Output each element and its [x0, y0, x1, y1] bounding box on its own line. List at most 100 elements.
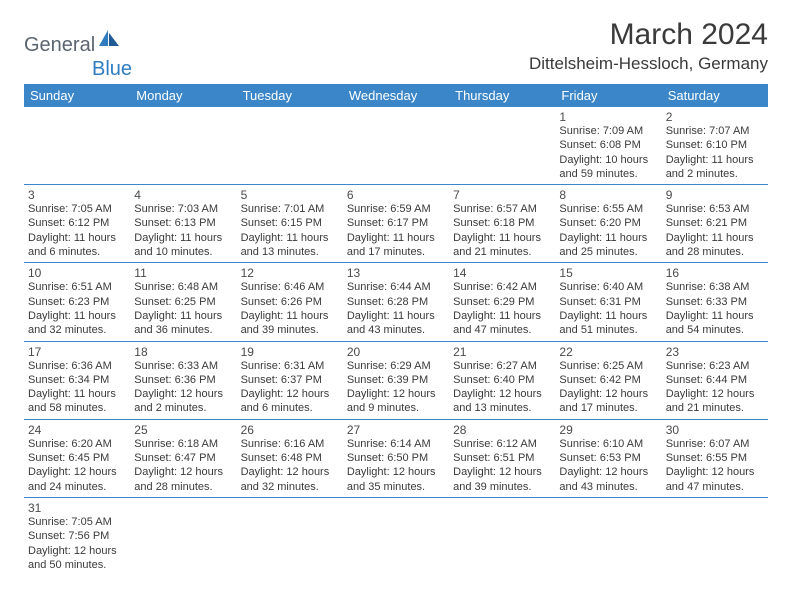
logo-text-general: General — [24, 34, 95, 57]
day-details: Sunrise: 7:03 AMSunset: 6:13 PMDaylight:… — [134, 202, 232, 259]
calendar-cell: 14Sunrise: 6:42 AMSunset: 6:29 PMDayligh… — [449, 263, 555, 341]
calendar-cell: 26Sunrise: 6:16 AMSunset: 6:48 PMDayligh… — [237, 419, 343, 497]
dayname-row: Sunday Monday Tuesday Wednesday Thursday… — [24, 84, 768, 107]
day-details: Sunrise: 6:33 AMSunset: 6:36 PMDaylight:… — [134, 359, 232, 416]
calendar-cell: 18Sunrise: 6:33 AMSunset: 6:36 PMDayligh… — [130, 341, 236, 419]
calendar-cell: 10Sunrise: 6:51 AMSunset: 6:23 PMDayligh… — [24, 263, 130, 341]
day-details: Sunrise: 6:18 AMSunset: 6:47 PMDaylight:… — [134, 437, 232, 494]
calendar-cell: 16Sunrise: 6:38 AMSunset: 6:33 PMDayligh… — [662, 263, 768, 341]
day-number: 11 — [134, 266, 232, 280]
day-number: 3 — [28, 188, 126, 202]
day-details: Sunrise: 6:51 AMSunset: 6:23 PMDaylight:… — [28, 280, 126, 337]
calendar-row: 31Sunrise: 7:05 AMSunset: 7:56 PMDayligh… — [24, 497, 768, 575]
day-details: Sunrise: 6:23 AMSunset: 6:44 PMDaylight:… — [666, 359, 764, 416]
day-details: Sunrise: 6:42 AMSunset: 6:29 PMDaylight:… — [453, 280, 551, 337]
calendar-cell: 13Sunrise: 6:44 AMSunset: 6:28 PMDayligh… — [343, 263, 449, 341]
month-title: March 2024 — [529, 18, 768, 52]
day-number: 16 — [666, 266, 764, 280]
logo: General — [24, 30, 121, 57]
calendar-cell: 7Sunrise: 6:57 AMSunset: 6:18 PMDaylight… — [449, 185, 555, 263]
day-details: Sunrise: 6:40 AMSunset: 6:31 PMDaylight:… — [559, 280, 657, 337]
day-number: 8 — [559, 188, 657, 202]
calendar-cell: 11Sunrise: 6:48 AMSunset: 6:25 PMDayligh… — [130, 263, 236, 341]
day-details: Sunrise: 7:09 AMSunset: 6:08 PMDaylight:… — [559, 124, 657, 181]
calendar-cell: 24Sunrise: 6:20 AMSunset: 6:45 PMDayligh… — [24, 419, 130, 497]
day-number: 19 — [241, 345, 339, 359]
day-number: 2 — [666, 110, 764, 124]
day-number: 7 — [453, 188, 551, 202]
calendar-cell: 2Sunrise: 7:07 AMSunset: 6:10 PMDaylight… — [662, 107, 768, 185]
day-number: 21 — [453, 345, 551, 359]
dayname-monday: Monday — [130, 84, 236, 107]
day-number: 12 — [241, 266, 339, 280]
day-details: Sunrise: 7:01 AMSunset: 6:15 PMDaylight:… — [241, 202, 339, 259]
day-number: 22 — [559, 345, 657, 359]
day-details: Sunrise: 6:20 AMSunset: 6:45 PMDaylight:… — [28, 437, 126, 494]
calendar-row: 1Sunrise: 7:09 AMSunset: 6:08 PMDaylight… — [24, 107, 768, 185]
day-number: 23 — [666, 345, 764, 359]
logo-text-blue: Blue — [92, 58, 132, 80]
header: General March 2024 Dittelsheim-Hessloch,… — [24, 18, 768, 74]
day-details: Sunrise: 6:44 AMSunset: 6:28 PMDaylight:… — [347, 280, 445, 337]
calendar-cell — [130, 497, 236, 575]
day-number: 17 — [28, 345, 126, 359]
day-number: 1 — [559, 110, 657, 124]
calendar-cell — [662, 497, 768, 575]
day-details: Sunrise: 6:29 AMSunset: 6:39 PMDaylight:… — [347, 359, 445, 416]
day-details: Sunrise: 6:38 AMSunset: 6:33 PMDaylight:… — [666, 280, 764, 337]
calendar-cell — [237, 497, 343, 575]
dayname-tuesday: Tuesday — [237, 84, 343, 107]
day-number: 29 — [559, 423, 657, 437]
day-details: Sunrise: 6:16 AMSunset: 6:48 PMDaylight:… — [241, 437, 339, 494]
day-number: 15 — [559, 266, 657, 280]
day-number: 30 — [666, 423, 764, 437]
calendar-cell: 3Sunrise: 7:05 AMSunset: 6:12 PMDaylight… — [24, 185, 130, 263]
calendar-cell: 1Sunrise: 7:09 AMSunset: 6:08 PMDaylight… — [555, 107, 661, 185]
calendar-cell: 27Sunrise: 6:14 AMSunset: 6:50 PMDayligh… — [343, 419, 449, 497]
dayname-saturday: Saturday — [662, 84, 768, 107]
calendar-cell: 22Sunrise: 6:25 AMSunset: 6:42 PMDayligh… — [555, 341, 661, 419]
calendar-cell — [449, 107, 555, 185]
calendar-cell: 28Sunrise: 6:12 AMSunset: 6:51 PMDayligh… — [449, 419, 555, 497]
day-number: 25 — [134, 423, 232, 437]
day-details: Sunrise: 6:14 AMSunset: 6:50 PMDaylight:… — [347, 437, 445, 494]
dayname-wednesday: Wednesday — [343, 84, 449, 107]
calendar-cell — [237, 107, 343, 185]
calendar-cell: 29Sunrise: 6:10 AMSunset: 6:53 PMDayligh… — [555, 419, 661, 497]
day-number: 20 — [347, 345, 445, 359]
calendar-cell: 6Sunrise: 6:59 AMSunset: 6:17 PMDaylight… — [343, 185, 449, 263]
day-details: Sunrise: 6:27 AMSunset: 6:40 PMDaylight:… — [453, 359, 551, 416]
day-details: Sunrise: 7:05 AMSunset: 7:56 PMDaylight:… — [28, 515, 126, 572]
calendar-cell: 9Sunrise: 6:53 AMSunset: 6:21 PMDaylight… — [662, 185, 768, 263]
calendar-row: 3Sunrise: 7:05 AMSunset: 6:12 PMDaylight… — [24, 185, 768, 263]
calendar-row: 24Sunrise: 6:20 AMSunset: 6:45 PMDayligh… — [24, 419, 768, 497]
day-details: Sunrise: 6:10 AMSunset: 6:53 PMDaylight:… — [559, 437, 657, 494]
location: Dittelsheim-Hessloch, Germany — [529, 54, 768, 74]
day-details: Sunrise: 6:46 AMSunset: 6:26 PMDaylight:… — [241, 280, 339, 337]
day-number: 13 — [347, 266, 445, 280]
day-details: Sunrise: 6:57 AMSunset: 6:18 PMDaylight:… — [453, 202, 551, 259]
day-number: 27 — [347, 423, 445, 437]
day-details: Sunrise: 6:36 AMSunset: 6:34 PMDaylight:… — [28, 359, 126, 416]
day-number: 4 — [134, 188, 232, 202]
day-details: Sunrise: 7:07 AMSunset: 6:10 PMDaylight:… — [666, 124, 764, 181]
day-number: 24 — [28, 423, 126, 437]
calendar-cell — [449, 497, 555, 575]
day-number: 9 — [666, 188, 764, 202]
calendar-cell: 25Sunrise: 6:18 AMSunset: 6:47 PMDayligh… — [130, 419, 236, 497]
calendar-cell: 12Sunrise: 6:46 AMSunset: 6:26 PMDayligh… — [237, 263, 343, 341]
day-details: Sunrise: 6:53 AMSunset: 6:21 PMDaylight:… — [666, 202, 764, 259]
calendar-cell — [555, 497, 661, 575]
calendar-cell: 30Sunrise: 6:07 AMSunset: 6:55 PMDayligh… — [662, 419, 768, 497]
dayname-friday: Friday — [555, 84, 661, 107]
calendar-row: 10Sunrise: 6:51 AMSunset: 6:23 PMDayligh… — [24, 263, 768, 341]
calendar-cell — [343, 107, 449, 185]
day-details: Sunrise: 6:25 AMSunset: 6:42 PMDaylight:… — [559, 359, 657, 416]
calendar-cell: 15Sunrise: 6:40 AMSunset: 6:31 PMDayligh… — [555, 263, 661, 341]
day-details: Sunrise: 6:07 AMSunset: 6:55 PMDaylight:… — [666, 437, 764, 494]
dayname-sunday: Sunday — [24, 84, 130, 107]
dayname-thursday: Thursday — [449, 84, 555, 107]
day-number: 18 — [134, 345, 232, 359]
day-details: Sunrise: 6:48 AMSunset: 6:25 PMDaylight:… — [134, 280, 232, 337]
calendar-cell: 23Sunrise: 6:23 AMSunset: 6:44 PMDayligh… — [662, 341, 768, 419]
